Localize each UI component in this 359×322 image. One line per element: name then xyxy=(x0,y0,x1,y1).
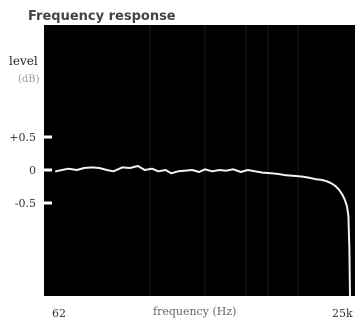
y-axis-unit: (dB) xyxy=(18,74,40,85)
plot-texture xyxy=(149,25,299,296)
y-tick-mark xyxy=(44,135,52,139)
y-tick-mark xyxy=(44,168,52,172)
x-axis-label: frequency (Hz) xyxy=(153,305,236,318)
y-axis-label: level xyxy=(9,54,38,68)
y-tick-label: -0.5 xyxy=(15,197,36,210)
y-axis-ticks: +0.5 0 -0.5 xyxy=(9,131,52,210)
y-tick-label: 0 xyxy=(29,164,36,177)
plot-background xyxy=(44,25,355,296)
y-tick-mark xyxy=(44,201,52,205)
y-tick-label: +0.5 xyxy=(9,131,36,144)
x-tick-label-end: 25k xyxy=(332,307,353,320)
response-trace xyxy=(55,165,351,297)
chart-title: Frequency response xyxy=(28,9,176,24)
x-tick-label-start: 62 xyxy=(52,307,66,320)
